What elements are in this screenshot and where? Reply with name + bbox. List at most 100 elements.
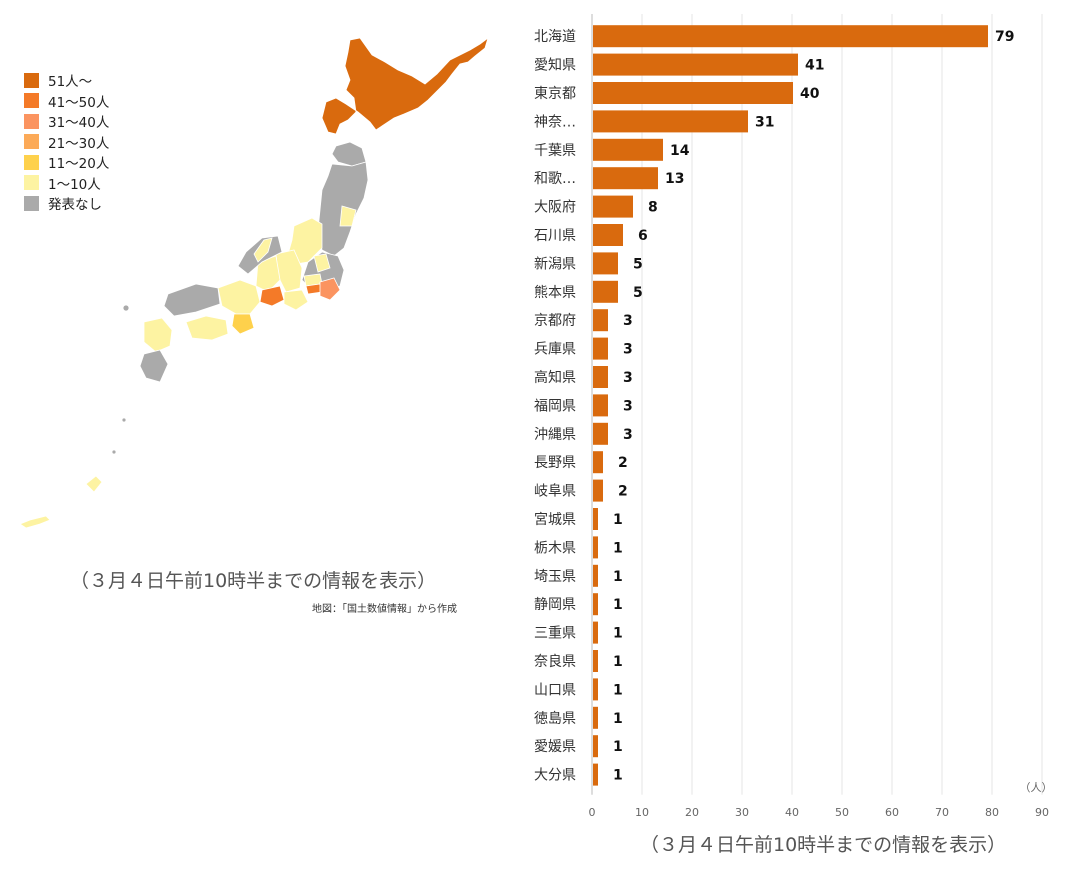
category-label: 長野県 — [534, 455, 576, 471]
map-region-hokkaido[interactable] — [321, 36, 489, 135]
value-label: 31 — [755, 114, 774, 130]
category-label: 愛媛県 — [534, 739, 576, 755]
category-label: 山口県 — [534, 682, 576, 698]
map-region-chugoku[interactable] — [163, 283, 221, 317]
bar — [593, 252, 618, 275]
map-region-gifu[interactable] — [255, 255, 281, 293]
legend-swatch — [24, 195, 39, 211]
legend-item: 51人〜 — [24, 70, 109, 91]
bar — [593, 110, 748, 133]
x-tick-label: 60 — [885, 806, 899, 819]
legend-label: 51人〜 — [48, 74, 93, 91]
map-region-ishikawa[interactable] — [253, 237, 273, 263]
category-label: 栃木県 — [534, 540, 576, 556]
map-region-tochigi[interactable] — [313, 253, 331, 273]
bar — [593, 479, 603, 502]
x-tick-label: 40 — [785, 806, 799, 819]
bar — [593, 650, 598, 672]
value-label: 5 — [633, 256, 643, 272]
bar — [593, 394, 608, 417]
category-label: 兵庫県 — [534, 341, 576, 358]
category-label: 京都府 — [534, 313, 576, 329]
map-region-island-1 — [121, 417, 127, 423]
value-label: 1 — [613, 654, 623, 670]
bar — [593, 593, 598, 616]
bar — [593, 224, 623, 246]
map-region-miyagi[interactable] — [339, 205, 357, 227]
bar — [593, 678, 598, 701]
bar — [593, 508, 598, 530]
bar — [593, 82, 793, 104]
legend-label: 発表なし — [48, 197, 102, 214]
x-tick-label: 20 — [685, 806, 699, 819]
map-region-kinki[interactable] — [217, 279, 261, 315]
category-label: 徳島県 — [534, 711, 576, 727]
bar — [593, 25, 988, 48]
x-tick-label: 90 — [1035, 806, 1049, 819]
legend-label: 31〜40人 — [48, 115, 110, 132]
value-label: 5 — [633, 285, 643, 301]
category-label: 福岡県 — [534, 398, 576, 414]
bar — [593, 564, 598, 587]
legend-swatch — [24, 154, 39, 170]
value-label: 3 — [623, 342, 633, 358]
map-legend: 51人〜 41〜50人 31〜40人 21〜30人 11〜20人 1〜10人 発… — [24, 70, 109, 214]
legend-item: 21〜30人 — [24, 132, 109, 153]
map-region-aomori[interactable] — [331, 141, 367, 167]
category-label: 静岡県 — [534, 597, 576, 613]
category-label: 千葉県 — [534, 143, 576, 159]
map-region-wakayama[interactable] — [231, 313, 255, 335]
bar — [593, 735, 598, 758]
x-tick-label: 70 — [935, 806, 949, 819]
category-label: 三重県 — [534, 626, 576, 642]
value-label: 8 — [648, 200, 658, 216]
category-label: 東京都 — [534, 86, 576, 102]
x-axis-unit: （人） — [1020, 781, 1053, 794]
bar-chart: 0 10 20 30 40 50 60 70 80 90 （人） 北海道 79 愛知県 41 東京都 40 神奈…… — [534, 14, 1053, 819]
bar — [593, 280, 618, 303]
category-label: 岐阜県 — [534, 483, 576, 500]
map-region-kyushu-north[interactable] — [143, 317, 173, 353]
japan-map — [19, 36, 489, 529]
legend-swatch — [24, 175, 39, 191]
map-region-okinawa[interactable] — [85, 475, 103, 493]
value-label: 1 — [613, 512, 623, 528]
x-tick-label: 30 — [735, 806, 749, 819]
bar — [593, 706, 598, 729]
value-label: 1 — [613, 682, 623, 698]
value-label: 40 — [800, 86, 820, 102]
map-region-aichi[interactable] — [259, 285, 285, 307]
value-label: 6 — [638, 228, 648, 244]
bar — [593, 167, 658, 190]
bar — [593, 53, 798, 76]
value-label: 3 — [623, 313, 633, 329]
map-panel: 51人〜 41〜50人 31〜40人 21〜30人 11〜20人 1〜10人 発… — [0, 0, 500, 640]
x-tick-label: 0 — [589, 806, 596, 819]
category-label: 新潟県 — [534, 256, 576, 272]
category-label: 神奈… — [534, 114, 576, 130]
category-label: 石川県 — [534, 228, 576, 244]
value-label: 1 — [613, 711, 623, 727]
value-label: 3 — [623, 370, 633, 386]
value-label: 79 — [995, 29, 1014, 45]
value-label: 1 — [613, 739, 623, 755]
value-label: 2 — [618, 484, 628, 500]
map-region-shikoku[interactable] — [185, 315, 229, 341]
map-region-kyushu-south[interactable] — [139, 349, 169, 383]
bar — [593, 195, 633, 218]
bar — [593, 763, 598, 786]
category-label: 大阪府 — [534, 200, 576, 216]
legend-item: 41〜50人 — [24, 91, 109, 112]
legend-swatch — [24, 72, 39, 88]
map-region-island-2 — [111, 449, 117, 455]
legend-item: 1〜10人 — [24, 173, 109, 194]
value-label: 14 — [670, 143, 690, 159]
map-date-note: （３月４日午前10時半までの情報を表示） — [70, 570, 437, 592]
value-label: 13 — [665, 171, 684, 187]
category-label: 和歌… — [534, 171, 576, 187]
map-region-shizuoka[interactable] — [283, 289, 309, 311]
bar — [593, 621, 598, 644]
map-region-sakishima — [19, 515, 51, 529]
map-region-chiba[interactable] — [319, 277, 341, 301]
legend-item: 31〜40人 — [24, 111, 109, 132]
